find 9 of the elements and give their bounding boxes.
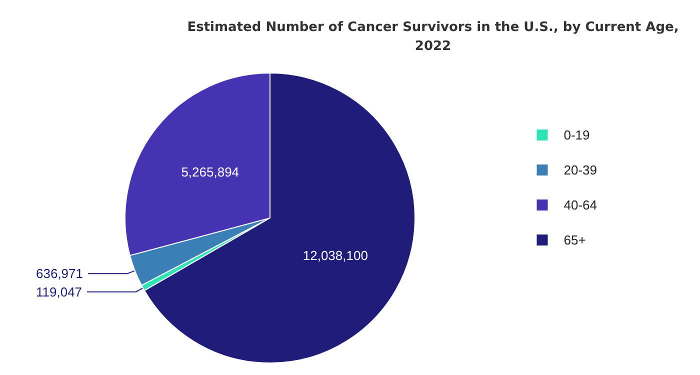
legend-label: 0-19 (564, 128, 590, 142)
data-label: 5,265,894 (181, 164, 240, 180)
legend-label: 20-39 (564, 162, 597, 178)
legend-label: 40-64 (564, 198, 597, 212)
legend-label: 65+ (564, 232, 586, 248)
data-label: 12,038,100 (302, 248, 368, 264)
data-label: 636,971 (36, 266, 83, 282)
data-label: 119,047 (36, 284, 82, 300)
chart-title: Estimated Number of Cancer Survivors in the U.S., by Current Age, 2022 (187, 20, 679, 54)
